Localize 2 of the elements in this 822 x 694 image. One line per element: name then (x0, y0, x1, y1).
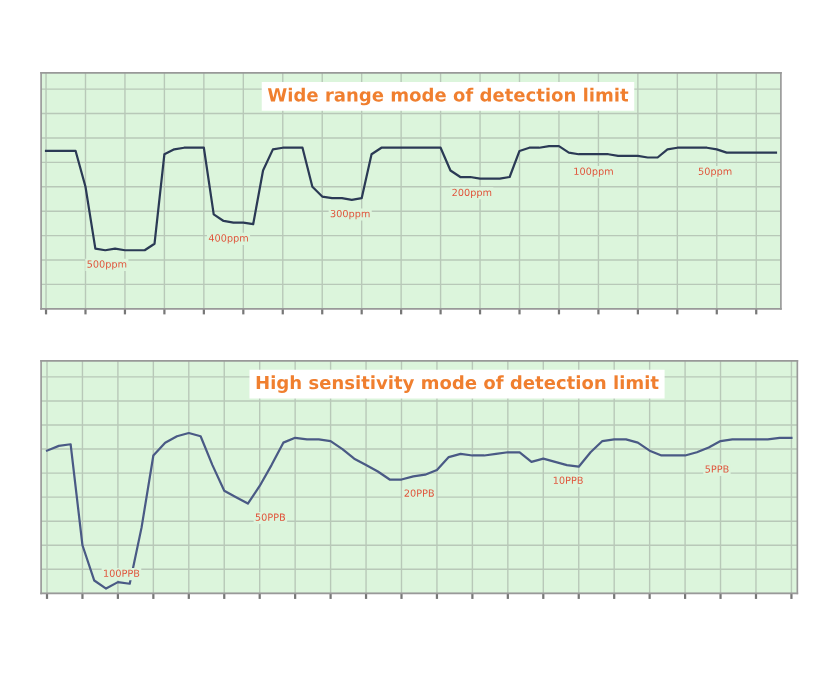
chart-title: Wide range mode of detection limit (267, 87, 629, 106)
chart-title: High sensitivity mode of detection limit (256, 375, 659, 393)
